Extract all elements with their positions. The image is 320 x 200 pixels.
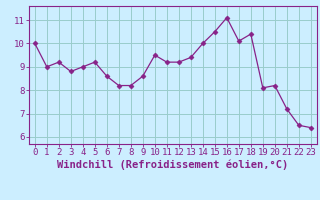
X-axis label: Windchill (Refroidissement éolien,°C): Windchill (Refroidissement éolien,°C) [57,160,288,170]
